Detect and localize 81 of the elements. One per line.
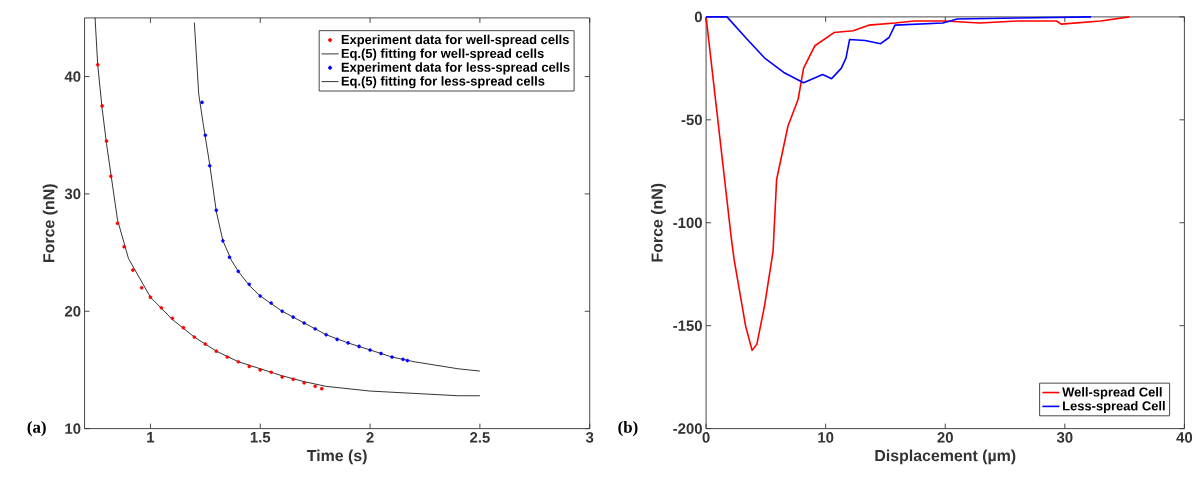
legend-label: Experiment data for well-spread cells <box>341 34 569 47</box>
legend-label: Well-spread Cell <box>1062 387 1162 400</box>
point <box>192 335 197 339</box>
x-tick-label: 2.5 <box>470 431 490 443</box>
point <box>207 163 212 168</box>
x-tick-label: 2 <box>366 431 374 443</box>
point <box>357 344 361 349</box>
point <box>170 316 175 320</box>
y-tick-label: 10 <box>65 423 81 434</box>
point <box>258 294 263 298</box>
point <box>203 133 208 137</box>
point <box>302 380 306 385</box>
point <box>148 295 153 299</box>
point <box>181 325 186 330</box>
point <box>95 62 100 67</box>
y-axis-title: Force (nN) <box>651 183 666 262</box>
point <box>379 351 383 356</box>
point <box>368 348 372 352</box>
point <box>247 282 252 286</box>
y-tick-label: -50 <box>681 114 702 125</box>
x-tick-label: 20 <box>937 431 953 443</box>
y-tick-label: 20 <box>64 305 81 317</box>
point <box>313 326 317 331</box>
point <box>236 359 241 364</box>
x-tick-label: 10 <box>818 431 834 443</box>
point <box>401 357 405 362</box>
y-axis-title: Force (nN) <box>42 184 58 262</box>
line-series <box>705 15 1131 352</box>
point <box>203 342 208 346</box>
x-tick-label: 30 <box>1056 431 1073 443</box>
y-tick-label: 30 <box>64 188 81 200</box>
y-tick-label: 0 <box>694 11 702 23</box>
point <box>269 301 274 305</box>
legend-label: Eq.(5) fitting for less-spread cells <box>341 76 545 89</box>
legend-label: Less-spread Cell <box>1063 400 1165 413</box>
y-tick-label: -150 <box>673 320 702 331</box>
point <box>214 208 219 213</box>
line-series <box>705 15 1092 84</box>
point <box>390 355 394 359</box>
point <box>324 332 328 337</box>
point <box>159 305 164 310</box>
point <box>319 386 324 391</box>
point <box>221 238 225 243</box>
point <box>236 269 241 274</box>
x-axis-title: Displacement (µm) <box>875 449 1016 465</box>
point <box>258 368 263 372</box>
x-axis-title: Time (s) <box>306 449 367 465</box>
point <box>247 364 252 369</box>
x-tick-label: 40 <box>1176 431 1193 443</box>
point <box>269 370 274 374</box>
legend-label: Experiment data for less-spread cells <box>341 62 570 75</box>
point <box>214 349 219 353</box>
x-tick-label: 1.5 <box>250 431 271 443</box>
point <box>225 355 230 359</box>
point <box>335 337 339 342</box>
point <box>291 315 295 319</box>
x-tick-label: 3 <box>585 431 594 443</box>
x-tick-label: 1 <box>147 431 155 443</box>
point <box>302 321 306 325</box>
point <box>100 103 104 108</box>
point <box>405 358 410 363</box>
x-tick-label: 0 <box>702 431 710 443</box>
point <box>131 268 135 272</box>
point <box>104 139 109 143</box>
point <box>200 100 204 105</box>
y-tick-label: 40 <box>64 71 81 82</box>
point <box>346 341 350 345</box>
y-tick-label: -100 <box>673 217 702 228</box>
text: (a) <box>27 420 46 437</box>
point <box>313 384 317 389</box>
point <box>109 174 113 178</box>
legend-label: Eq.(5) fitting for well-spread cells <box>341 48 544 61</box>
point <box>139 285 144 290</box>
point <box>115 221 120 225</box>
point <box>280 375 284 379</box>
y-tick-label: -200 <box>673 423 702 434</box>
point <box>227 255 232 259</box>
point <box>280 309 284 313</box>
text: (b) <box>618 420 638 437</box>
point <box>291 377 295 381</box>
point <box>122 244 126 249</box>
